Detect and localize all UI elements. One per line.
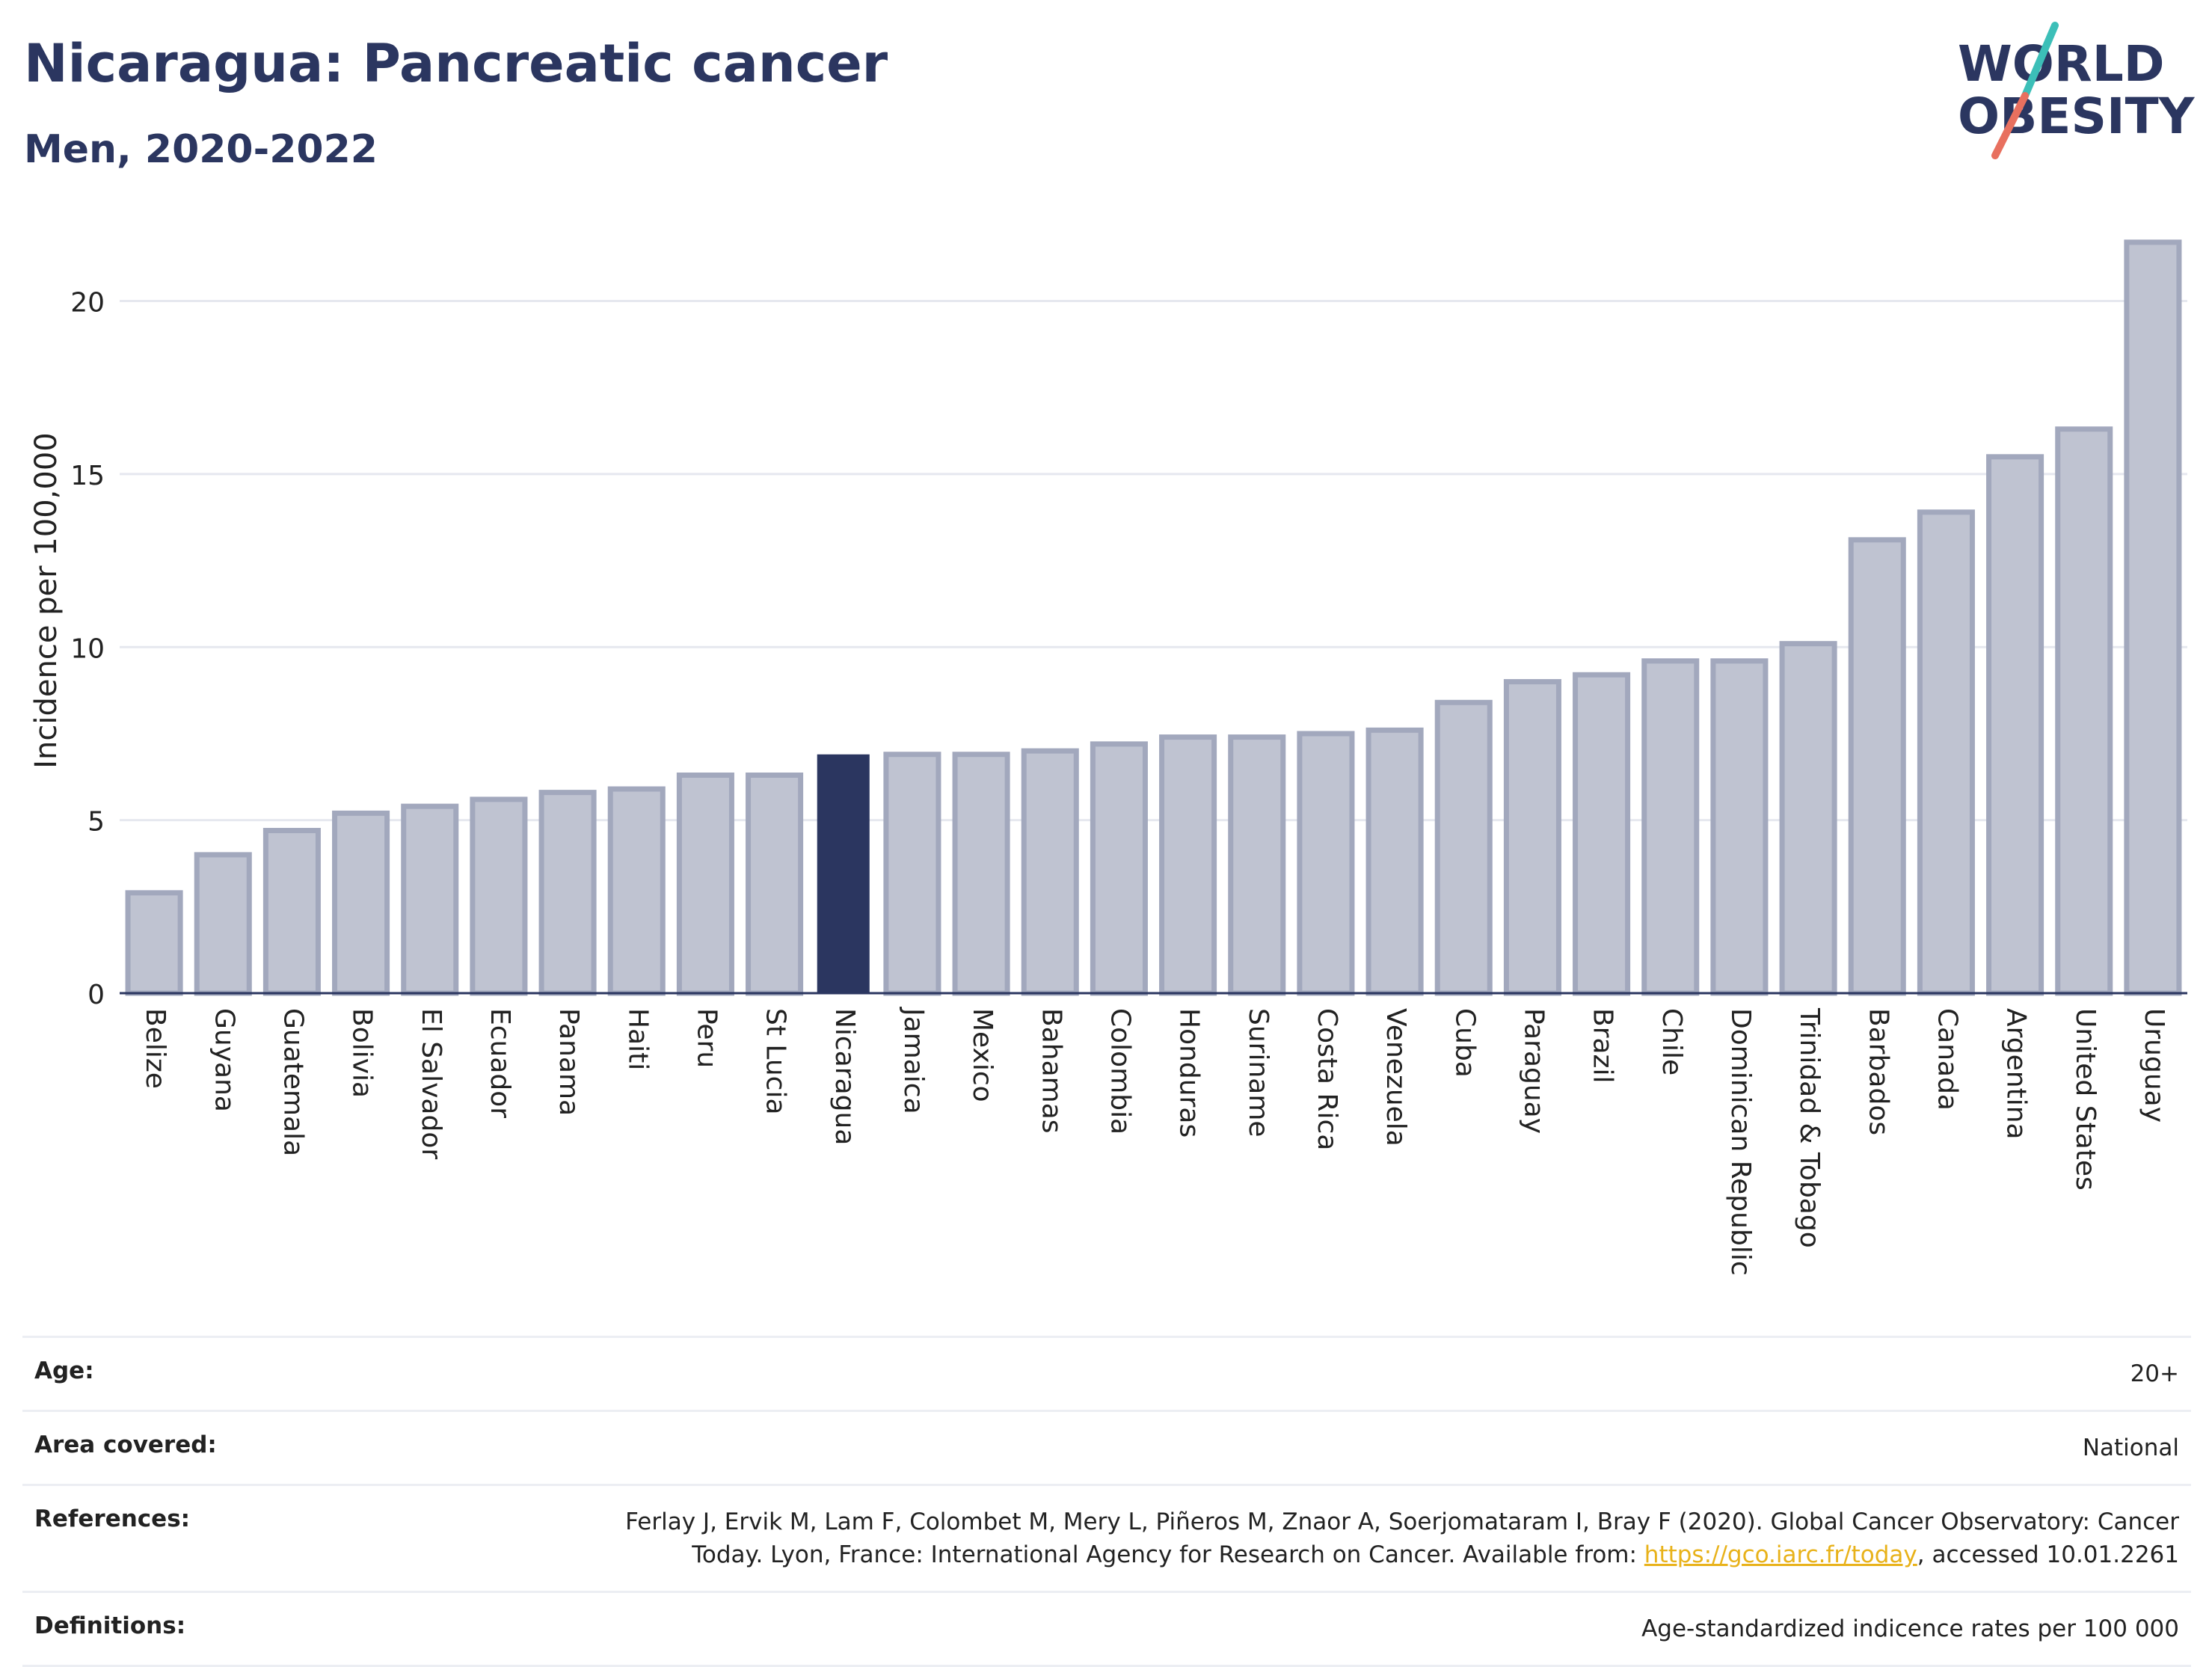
bar (2124, 239, 2182, 996)
grid-layer (120, 300, 2187, 822)
x-tick-label: Suriname (1243, 1008, 1274, 1138)
logo-slash-coral (1991, 92, 2029, 159)
bar (1573, 672, 1631, 996)
y-tick-label: 20 (70, 288, 105, 319)
x-tick-label: Costa Rica (1312, 1008, 1342, 1150)
bar-highlighted (817, 754, 870, 993)
x-tick-label: Honduras (1174, 1008, 1205, 1138)
logo-slash-teal (2021, 22, 2059, 99)
x-tick-label: Barbados (1863, 1008, 1893, 1135)
bar (1090, 741, 1148, 996)
bar (883, 752, 941, 996)
bar (1228, 734, 1286, 996)
page-subtitle: Men, 2020-2022 (24, 127, 378, 172)
definitions-row: Definitions: Age-standardized indicence … (22, 1591, 2191, 1667)
references-value: Ferlay J, Ervik M, Lam F, Colombet M, Me… (549, 1505, 2179, 1571)
info-table: Age: 20+ Area covered: National Referenc… (22, 1336, 2191, 1667)
bar (1641, 658, 1700, 996)
area-label: Area covered: (34, 1431, 217, 1458)
y-axis-label: Incidence per 100,000 (29, 432, 64, 769)
bar (262, 828, 321, 996)
x-tick-label: Guatemala (277, 1008, 308, 1156)
bar (1503, 679, 1561, 996)
x-tick-label: Jamaica (898, 1007, 929, 1114)
x-tick-label: Chile (1656, 1008, 1687, 1075)
references-suffix: , accessed 10.01.2261 (1917, 1541, 2179, 1568)
age-label: Age: (34, 1357, 94, 1384)
bar (1848, 537, 1906, 996)
x-tick-label: Ecuador (485, 1008, 515, 1118)
page-title: Nicaragua: Pancreatic cancer (24, 33, 888, 94)
x-tick-label: Mexico (967, 1008, 998, 1102)
bar (332, 810, 390, 996)
x-tick-label: Venezuela (1380, 1008, 1411, 1146)
x-tick-label: Cuba (1449, 1008, 1480, 1078)
x-tick-label: Uruguay (2139, 1008, 2169, 1123)
bar (1917, 509, 1975, 996)
age-value: 20+ (2130, 1360, 2179, 1387)
x-tick-label: Colombia (1105, 1008, 1135, 1135)
x-tick-label: Canada (1932, 1008, 1962, 1111)
bar-chart: 0 5 10 15 20 Belize Guyana Guatemala Bolivia El S… (29, 239, 2187, 1276)
x-tick-label: St Lucia (761, 1008, 791, 1115)
x-tick-label: Argentina (2001, 1008, 2032, 1140)
x-tick-label: Panama (553, 1008, 584, 1116)
bar (1710, 658, 1769, 996)
y-tick-label: 0 (87, 980, 105, 1010)
y-tick-label: 10 (70, 633, 105, 664)
x-tick-label: Brazil (1588, 1008, 1618, 1083)
x-tick-label: El Salvador (416, 1008, 446, 1159)
bar (746, 772, 804, 996)
world-obesity-logo: WORLD OBESITY (1958, 22, 2196, 159)
references-link[interactable]: https://gco.iarc.fr/today (1644, 1541, 1917, 1568)
bar (1159, 734, 1217, 996)
x-tick-label: Dominican Republic (1725, 1008, 1756, 1276)
definitions-label: Definitions: (34, 1612, 186, 1639)
bar (470, 796, 528, 996)
y-tick-label: 5 (87, 807, 105, 838)
bar (401, 803, 459, 996)
y-tick-label: 15 (70, 461, 105, 491)
references-row: References: Ferlay J, Ervik M, Lam F, Co… (22, 1484, 2191, 1591)
bar (1365, 727, 1424, 996)
bar (1986, 454, 2044, 996)
bar (1297, 731, 1355, 996)
area-row: Area covered: National (22, 1410, 2191, 1484)
x-tick-label: Bolivia (347, 1008, 378, 1098)
bar (607, 786, 666, 996)
bar (1021, 748, 1079, 996)
x-tick-label: Belize (140, 1008, 170, 1089)
definitions-value: Age-standardized indicence rates per 100… (1641, 1615, 2179, 1642)
age-row: Age: 20+ (22, 1336, 2191, 1410)
x-tick-label: Trinidad & Tobago (1794, 1007, 1825, 1248)
bar (952, 752, 1010, 996)
references-text: Ferlay J, Ervik M, Lam F, Colombet M, Me… (625, 1508, 2179, 1568)
x-tick-label: Peru (691, 1008, 722, 1068)
bar (194, 852, 252, 996)
references-label: References: (34, 1505, 191, 1532)
x-tick-label: Haiti (622, 1008, 653, 1070)
x-tick-label: Guyana (209, 1008, 239, 1112)
area-value: National (2082, 1434, 2179, 1461)
x-tick-label: Paraguay (1518, 1008, 1549, 1134)
bars-layer (125, 239, 2182, 996)
bar (538, 790, 597, 996)
bar (1779, 641, 1837, 996)
axis-layer: 0 5 10 15 20 Belize Guyana Guatemala Bolivia El S… (70, 288, 2187, 1276)
bar (1434, 699, 1493, 996)
bar (125, 890, 183, 996)
bar (676, 772, 734, 996)
x-tick-label: United States (2070, 1008, 2101, 1191)
logo-text-obesity: OBESITY (1958, 88, 2196, 145)
x-tick-label: Nicaragua (829, 1008, 860, 1145)
logo-text-world: WORLD (1958, 35, 2165, 93)
bar (2055, 426, 2113, 996)
x-tick-label: Bahamas (1036, 1008, 1066, 1134)
